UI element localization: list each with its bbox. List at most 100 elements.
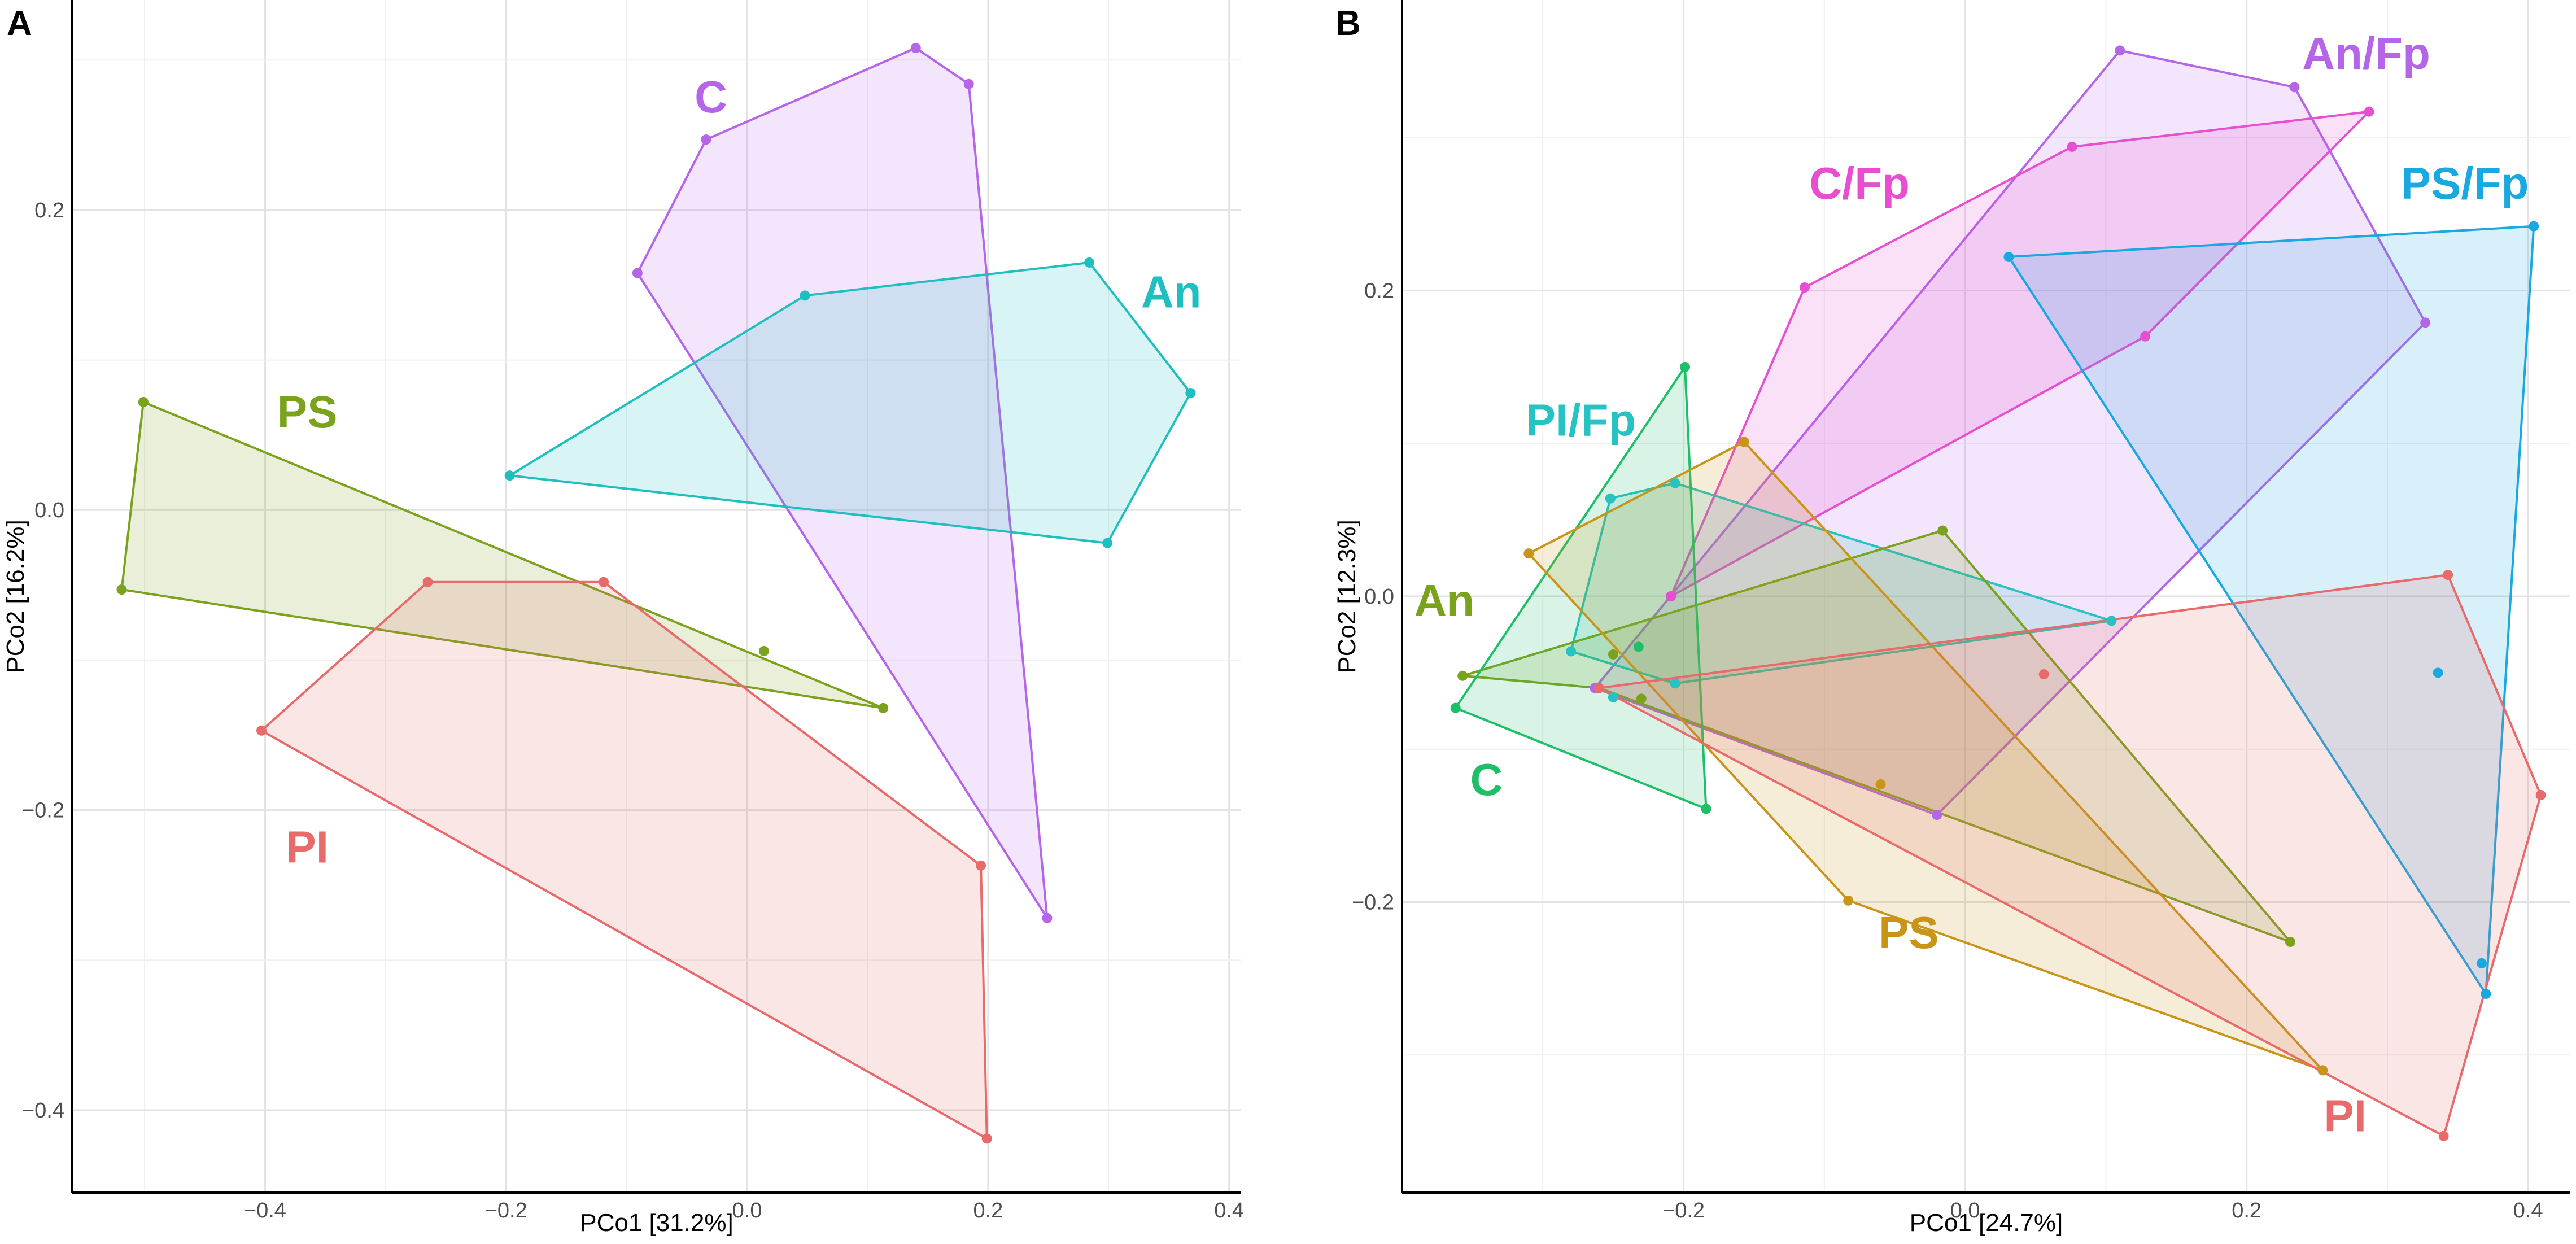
point-pi [1593,683,1604,693]
group-label-ps: PS [277,387,338,437]
point-an-fp [2420,317,2431,328]
point-an-fp [1932,810,1942,820]
panel-b-letter: B [1335,4,1361,43]
x-tick-label: 0.2 [973,1199,1003,1223]
point-c [1450,702,1461,713]
x-tick-label: 0.2 [2232,1199,2261,1223]
point-c-fp [2140,331,2151,342]
point-an [1084,257,1095,268]
panel-b-y-axis-title: PCo2 [12.3%] [1333,520,1361,673]
point-pi [981,1133,992,1144]
x-tick-label: −0.2 [1662,1199,1705,1223]
point-c-fp [1799,282,1810,293]
group-label-ps: PS [1879,907,1939,958]
hull-pi-fp [1570,482,2113,685]
panel-a-points [116,43,1196,1144]
group-label-pi: PI [2324,1091,2367,1141]
y-tick-label: 0.0 [1364,585,1394,609]
panel-b-hulls [1454,49,2542,1137]
y-tick-label: 0.2 [34,199,64,222]
x-tick-label: −0.4 [244,1199,286,1223]
group-label-an: An [1414,575,1474,626]
x-tick-label: 0.4 [1214,1199,1244,1223]
panel-b-grid [1402,0,2570,1193]
point-pi [2535,790,2546,800]
hull-pi [260,580,988,1140]
point-ps-fp [2529,221,2539,232]
x-tick-label: −0.2 [485,1199,527,1223]
group-label-c: C [1470,754,1503,805]
panel-a-chart: A C An PS PI −0.4 −0.2 0.0 0.2 0.4 −0.4 −0.2 0.0 0.2… [2,0,1244,1237]
panel-b-group-labels: An/Fp C/Fp PS/Fp PI/Fp An C PS PI [1414,28,2529,1141]
point-pi-fp [2106,616,2117,626]
group-label-pi-fp: PI/Fp [1526,395,1636,446]
x-tick-label: 0.0 [1950,1199,1980,1223]
group-label-c-fp: C/Fp [1809,158,1910,208]
point-ps [1875,779,1886,790]
panel-a-group-labels: C An PS PI [277,72,1202,872]
point-pi [599,577,609,587]
point-pi-fp [1566,646,1577,657]
point-ps-fp [2003,251,2014,262]
panel-a-x-axis-title: PCo1 [31.2%] [580,1209,733,1237]
point-c [910,43,921,54]
y-tick-label: 0.0 [34,499,64,522]
point-c [1042,913,1053,923]
panel-b-points [1450,45,2546,1141]
point-pi [422,577,433,587]
hull-ps-fp [2007,225,2535,995]
point-c [963,78,974,89]
point-pi [976,860,986,871]
hull-c [636,47,1049,919]
panel-a-letter: A [7,4,32,43]
group-label-c: C [695,72,727,122]
panel-b-chart: B An/Fp C/Fp PS/Fp PI/Fp An C PS PI −0.2 0.0 0.2 0.… [1333,0,2570,1237]
x-tick-label: 0.0 [732,1199,762,1223]
y-tick-label: −0.2 [22,799,64,823]
point-ps [1843,895,1854,906]
panel-a-y-axis-title: PCo2 [16.2%] [2,520,29,673]
point-pi [2038,669,2049,680]
point-ps [138,396,149,407]
point-ps [758,645,769,656]
point-pi [256,725,267,736]
hull-an [508,261,1192,544]
panel-a-hulls [120,47,1192,1140]
point-an [504,470,515,481]
point-ps-fp [2481,989,2491,999]
point-c [632,268,643,278]
point-ps [1523,548,1534,559]
panel-b-x-axis-title: PCo1 [24.7%] [1910,1209,2063,1237]
point-ps [878,702,889,713]
point-pi [2438,1130,2449,1141]
group-label-ps-fp: PS/Fp [2401,158,2529,208]
point-an-fp [2289,82,2300,93]
hull-an-fp [1593,49,2427,817]
point-ps [116,584,127,595]
point-an [1102,538,1113,548]
point-an [1608,649,1618,660]
hull-ps [120,401,885,709]
point-an [800,290,810,301]
x-tick-label: 0.4 [2513,1199,2543,1223]
point-c-fp [1666,591,1676,601]
y-tick-label: 0.2 [1364,279,1394,303]
point-pi-fp [1670,678,1680,689]
point-pi-fp [1608,692,1618,702]
point-c-fp [2364,106,2374,117]
y-tick-label: −0.4 [22,1099,64,1123]
group-label-an: An [1141,267,1202,317]
point-c [1633,641,1644,652]
point-ps-fp [2476,958,2487,968]
hull-c-fp [1670,110,2370,597]
group-label-pi: PI [286,822,329,872]
point-c [1680,361,1691,372]
point-an [2285,936,2295,947]
panel-a-grid [72,0,1241,1193]
point-ps [2317,1065,2328,1076]
point-c [1701,804,1711,814]
point-c-fp [2067,141,2077,152]
point-ps [1739,437,1749,447]
